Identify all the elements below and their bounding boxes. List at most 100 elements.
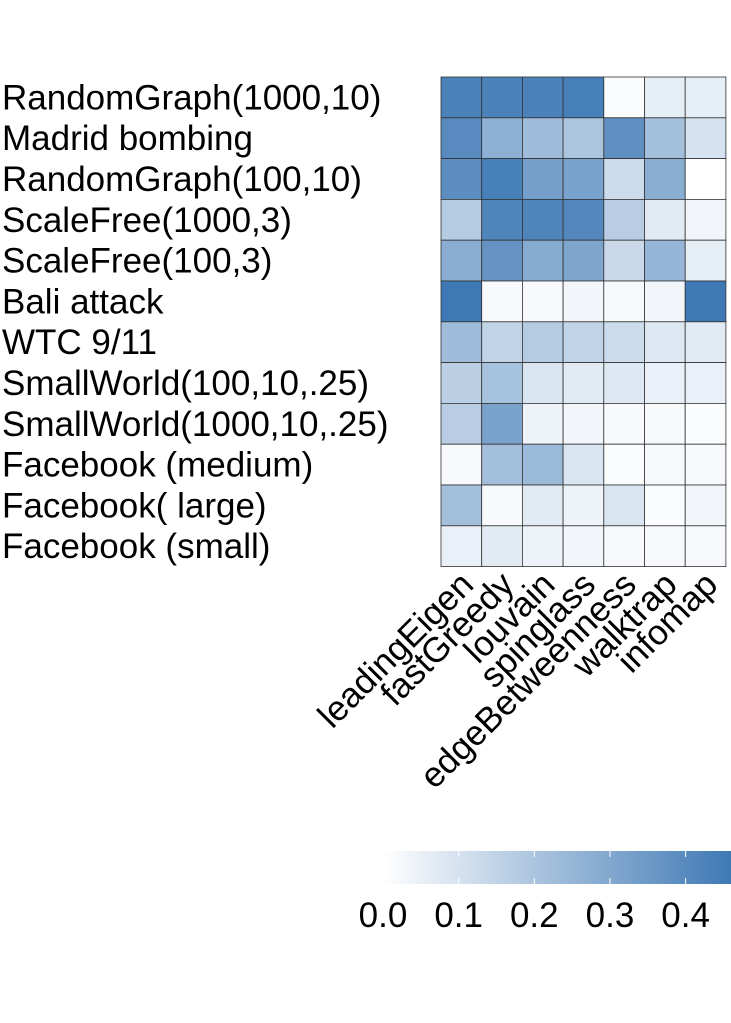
heatmap-cell	[684, 76, 727, 119]
heatmap-cell	[603, 525, 645, 567]
legend-tick-label: 0.4	[661, 896, 710, 935]
legend-tick-label: 0.3	[586, 896, 635, 935]
heatmap-cell	[603, 362, 645, 404]
heatmap-cell	[522, 76, 564, 119]
heatmap-cell	[603, 76, 645, 119]
heatmap-cell	[644, 280, 686, 323]
heatmap-cell	[481, 117, 523, 160]
heatmap-cell	[644, 525, 686, 567]
heatmap-cell	[644, 443, 686, 486]
heatmap-cell	[481, 402, 523, 445]
heatmap-cell	[644, 158, 686, 200]
row-label: ScaleFree(100,3)	[2, 242, 272, 281]
heatmap-cell	[440, 158, 483, 200]
heatmap-cell	[522, 239, 564, 282]
heatmap-cell	[603, 239, 645, 282]
heatmap-cell	[562, 198, 605, 241]
heatmap-cell	[562, 484, 605, 527]
heatmap-cell	[440, 280, 483, 323]
heatmap-cell	[644, 239, 686, 282]
heatmap-cell	[481, 362, 523, 404]
row-labels: RandomGraph(1000,10)Madrid bombingRandom…	[2, 78, 389, 566]
heatmap-cell	[644, 484, 686, 527]
heatmap-cell	[440, 402, 483, 445]
heatmap-cell	[440, 484, 483, 527]
row-label: SmallWorld(100,10,.25)	[2, 364, 369, 403]
row-label: WTC 9/11	[2, 323, 157, 362]
row-label: Madrid bombing	[2, 119, 253, 158]
legend-tick-label: 0.2	[510, 896, 559, 935]
heatmap-cell	[481, 321, 523, 363]
heatmap-cell	[644, 117, 686, 160]
heatmap-cell	[684, 239, 727, 282]
legend-colorbar	[383, 851, 731, 884]
color-legend: 0.0 0.1 0.2 0.3 0.4	[359, 851, 731, 935]
heatmap-cell	[684, 321, 727, 363]
heatmap-cell	[644, 362, 686, 404]
heatmap-cell	[522, 362, 564, 404]
row-label: Facebook (small)	[2, 527, 270, 566]
heatmap-cell	[522, 158, 564, 200]
heatmap-cell	[684, 525, 727, 567]
heatmap-cell	[684, 362, 727, 404]
heatmap-cell	[522, 198, 564, 241]
heatmap-cell	[684, 158, 727, 200]
heatmap-cell	[562, 158, 605, 200]
heatmap-cell	[522, 280, 564, 323]
column-labels: leadingEigenfastGreedylouvainspinglassed…	[310, 564, 725, 796]
heatmap-cell	[481, 280, 523, 323]
heatmap-cell	[684, 198, 727, 241]
heatmap-cell	[440, 525, 483, 567]
heatmap-cell	[440, 198, 483, 241]
row-label: Facebook( large)	[2, 486, 267, 525]
heatmap-cell	[562, 443, 605, 486]
heatmap-cell	[440, 362, 483, 404]
heatmap-cell	[522, 443, 564, 486]
heatmap-cell	[603, 158, 645, 200]
heatmap-cell	[481, 484, 523, 527]
heatmap-cell	[603, 198, 645, 241]
row-label: SmallWorld(1000,10,.25)	[2, 405, 389, 444]
heatmap-cell	[644, 76, 686, 119]
heatmap-cell	[562, 280, 605, 323]
heatmap-cell	[562, 117, 605, 160]
heatmap-cell	[522, 484, 564, 527]
heatmap-cell	[562, 402, 605, 445]
heatmap-cell	[684, 117, 727, 160]
row-label: RandomGraph(100,10)	[2, 160, 362, 199]
heatmap-cell	[440, 76, 483, 119]
heatmap-cells	[440, 76, 727, 567]
legend-tick-label: 0.1	[434, 896, 483, 935]
heatmap-cell	[440, 321, 483, 363]
heatmap-cell	[644, 321, 686, 363]
heatmap-cell	[562, 76, 605, 119]
heatmap-cell	[562, 362, 605, 404]
heatmap-cell	[481, 525, 523, 567]
row-label: Facebook (medium)	[2, 446, 313, 485]
heatmap-cell	[522, 321, 564, 363]
heatmap-cell	[481, 239, 523, 282]
heatmap-cell	[522, 402, 564, 445]
row-label: Bali attack	[2, 282, 164, 321]
row-label: ScaleFree(1000,3)	[2, 201, 292, 240]
heatmap-cell	[562, 239, 605, 282]
heatmap-cell	[684, 280, 727, 323]
heatmap-cell	[603, 117, 645, 160]
legend-ticks: 0.0 0.1 0.2 0.3 0.4	[359, 851, 710, 935]
heatmap-cell	[644, 402, 686, 445]
heatmap-cell	[481, 443, 523, 486]
heatmap-cell	[562, 321, 605, 363]
heatmap-cell	[603, 402, 645, 445]
heatmap-cell	[481, 158, 523, 200]
heatmap-cell	[522, 117, 564, 160]
heatmap-cell	[684, 402, 727, 445]
heatmap-cell	[603, 280, 645, 323]
heatmap-cell	[603, 443, 645, 486]
heatmap-cell	[684, 484, 727, 527]
heatmap-cell	[440, 117, 483, 160]
heatmap-cell	[481, 198, 523, 241]
heatmap-cell	[644, 198, 686, 241]
heatmap-cell	[603, 484, 645, 527]
heatmap-cell	[522, 525, 564, 567]
